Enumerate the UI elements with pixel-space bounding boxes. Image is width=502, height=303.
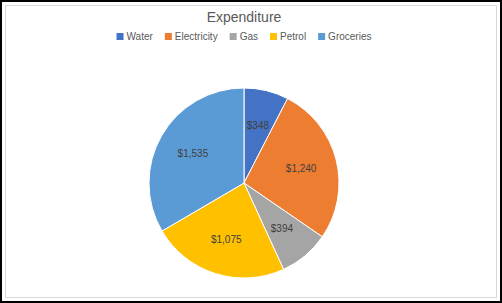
data-label: $348 bbox=[247, 120, 270, 131]
legend-label: Groceries bbox=[328, 31, 371, 42]
chart-area-border bbox=[6, 6, 497, 298]
legend-swatch bbox=[318, 33, 325, 40]
legend-label: Electricity bbox=[175, 31, 218, 42]
pie bbox=[149, 88, 339, 278]
chart-title: Expenditure bbox=[207, 9, 282, 25]
legend-label: Petrol bbox=[280, 31, 306, 42]
legend-swatch bbox=[230, 33, 237, 40]
chart-canvas: Expenditure Water Electricity Gas Petrol Groc… bbox=[0, 0, 502, 303]
data-label: $1,535 bbox=[178, 148, 209, 159]
legend: Water Electricity Gas Petrol Groceries bbox=[117, 31, 372, 42]
legend-item: Gas bbox=[230, 31, 258, 42]
legend-swatch bbox=[270, 33, 277, 40]
data-labels: $348 $1,240 $394 $1,075 $1,535 bbox=[178, 120, 317, 244]
data-label: $1,075 bbox=[211, 234, 242, 245]
outer-frame bbox=[1, 1, 501, 302]
legend-item: Water bbox=[117, 31, 154, 42]
legend-swatch bbox=[117, 33, 124, 40]
pie-slice bbox=[149, 88, 244, 231]
legend-swatch bbox=[165, 33, 172, 40]
legend-item: Groceries bbox=[318, 31, 371, 42]
data-label: $1,240 bbox=[286, 163, 317, 174]
legend-item: Electricity bbox=[165, 31, 218, 42]
legend-item: Petrol bbox=[270, 31, 306, 42]
data-label: $394 bbox=[271, 223, 294, 234]
legend-label: Water bbox=[127, 31, 154, 42]
legend-label: Gas bbox=[240, 31, 258, 42]
